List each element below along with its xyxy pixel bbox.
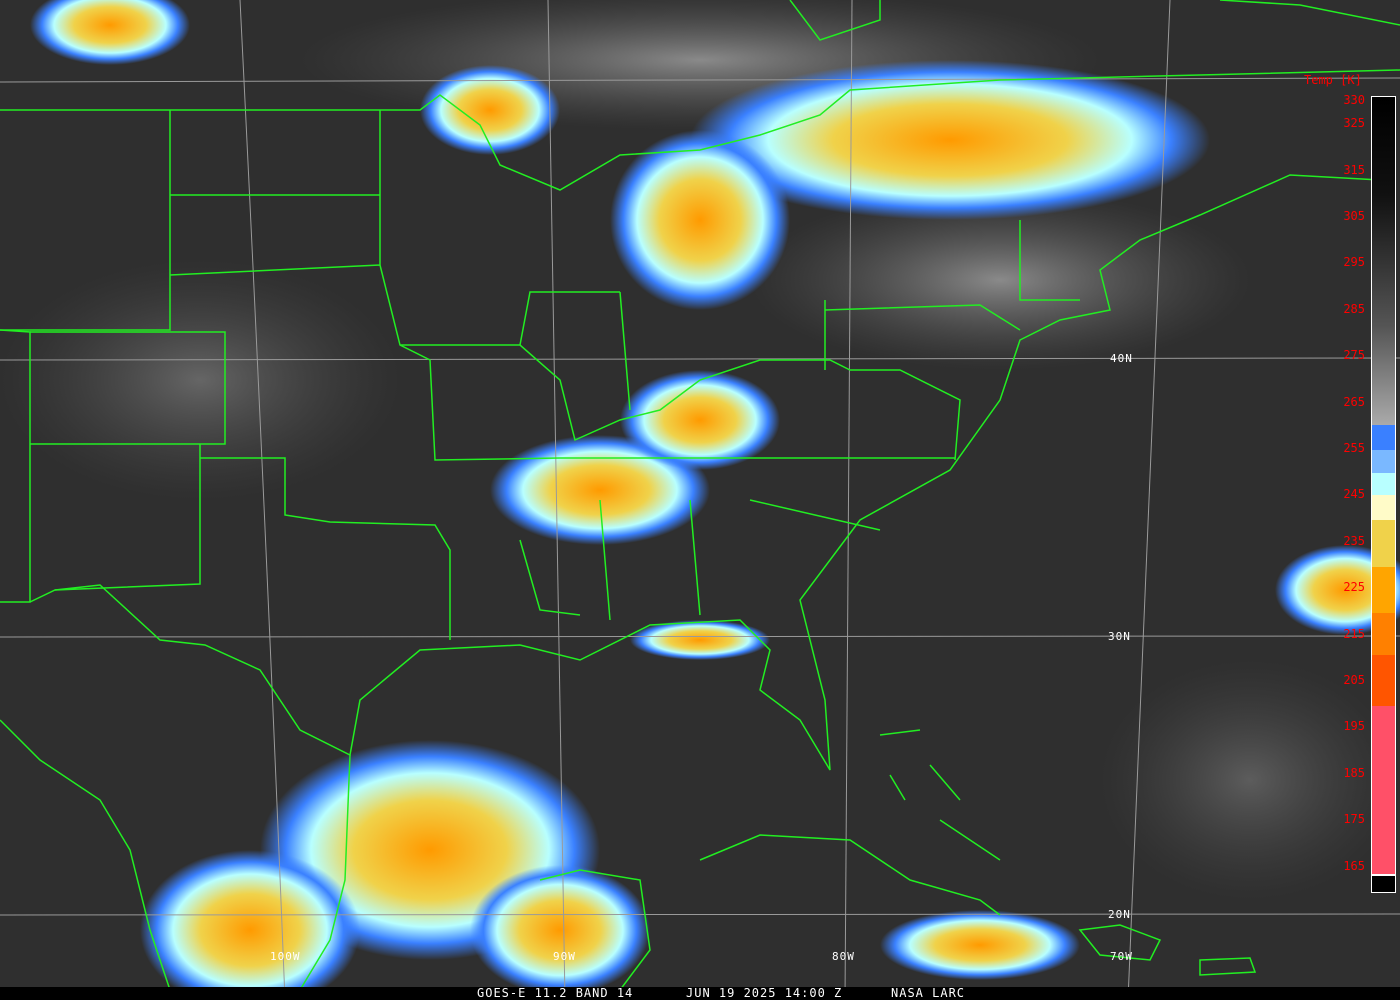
colorbar-tick-label: 330: [1343, 93, 1365, 107]
lat-label-20n: 20N: [1108, 908, 1131, 921]
colorbar-tick-label: 215: [1343, 626, 1365, 641]
caption-satellite: GOES-E 11.2 BAND 14: [477, 986, 634, 1000]
colorbar-seg: [1372, 567, 1395, 613]
lat-label-40n: 40N: [1110, 352, 1133, 365]
colorbar-tick-label: 235: [1343, 533, 1365, 548]
caption-credit: NASA LARC: [891, 986, 966, 1000]
colorbar-title: Temp [K]: [1304, 73, 1362, 87]
colorbar-gray-gradient: [1372, 97, 1395, 425]
colorbar-tick-label: 285: [1343, 301, 1365, 316]
colorbar-tick-label: 295: [1343, 255, 1365, 270]
colorbar-seg: [1372, 613, 1395, 655]
colorbar-tick-label: 245: [1343, 487, 1365, 502]
colorbar-seg: [1372, 473, 1395, 495]
colorbar-tick-label: 225: [1343, 580, 1365, 595]
colorbar-seg: [1372, 520, 1395, 567]
lon-label-80w: 80W: [832, 950, 855, 963]
colorbar-tick-label: 205: [1343, 673, 1365, 687]
caption-datetime: JUN 19 2025 14:00 Z: [686, 986, 843, 1000]
colorbar-tick-label: 255: [1343, 441, 1365, 455]
colorbar-tick-label: 165: [1343, 858, 1365, 873]
lat-label-30n: 30N: [1108, 630, 1131, 643]
lon-label-100w: 100W: [270, 950, 301, 963]
temperature-colorbar: [1371, 96, 1396, 893]
colorbar-tick-label: 275: [1343, 348, 1365, 363]
colorbar-seg: [1372, 495, 1395, 520]
lon-label-70w: 70W: [1110, 950, 1133, 963]
colorbar-tick-label: 195: [1343, 719, 1365, 734]
colorbar-tick-label: 185: [1343, 765, 1365, 780]
colorbar-tick-label: 305: [1343, 209, 1365, 223]
colorbar-tick-label: 265: [1343, 394, 1365, 409]
colorbar-seg: [1372, 425, 1395, 450]
cold-cloud-tops: [30, 0, 1400, 1000]
colorbar-seg: [1372, 655, 1395, 706]
colorbar-divider: [1372, 874, 1395, 876]
colorbar-seg: [1372, 706, 1395, 874]
image-caption: GOES-E 11.2 BAND 14 JUN 19 2025 14:00 Z …: [0, 987, 1400, 1000]
colorbar-tick-label: 315: [1343, 162, 1365, 177]
lon-label-90w: 90W: [553, 950, 576, 963]
colorbar-seg: [1372, 450, 1395, 473]
colorbar-tick-label: 325: [1343, 116, 1365, 131]
colorbar-tick-label: 175: [1343, 812, 1365, 827]
